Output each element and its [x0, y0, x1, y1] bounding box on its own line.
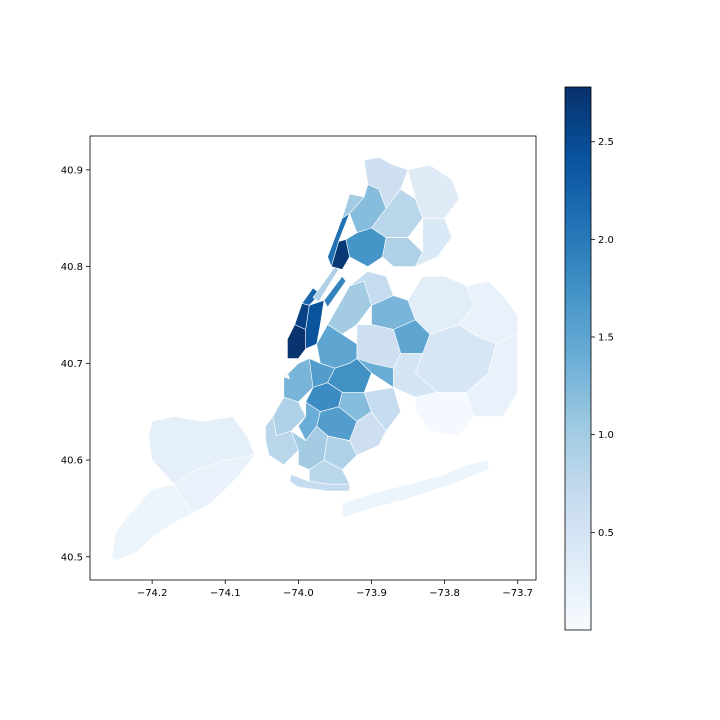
region-queens-jfk [415, 391, 475, 437]
region-bronx-east [371, 188, 424, 238]
y-tick-label: 40.9 [61, 165, 83, 176]
region-queens-woodhaven [393, 353, 438, 398]
x-tick-label: −74.1 [210, 588, 241, 599]
map-regions [111, 156, 519, 562]
colorbar-tick-label: 2.5 [598, 137, 614, 148]
y-tick-label: 40.8 [61, 262, 83, 273]
map-frame [89, 135, 537, 581]
y-axis-ticks: 40.5 40.6 40.7 40.8 40.9 [61, 165, 90, 563]
region-coney-island [289, 474, 350, 492]
region-staten-island-mid [173, 454, 256, 514]
region-washington-heights [327, 212, 351, 268]
x-tick-label: −74.2 [137, 588, 168, 599]
x-tick-label: −74.0 [283, 588, 314, 599]
x-tick-label: −73.9 [356, 588, 387, 599]
colorbar-gradient [565, 87, 591, 630]
x-tick-label: −73.8 [429, 588, 460, 599]
region-central-park [312, 266, 339, 302]
region-manhattan-upper-e [323, 275, 347, 308]
region-brooklyn-bushwick [356, 358, 394, 389]
colorbar-ticks: 0.5 1.0 1.5 2.0 2.5 [591, 137, 614, 539]
region-brooklyn-east-ny [363, 387, 402, 432]
colorbar-frame [564, 86, 592, 631]
colorbar-tick-label: 2.0 [598, 235, 614, 246]
region-brooklyn-midwood [323, 435, 358, 471]
x-axis-ticks: −74.2 −74.1 −74.0 −73.9 −73.8 −73.7 [137, 580, 533, 599]
x-tick-label: −73.7 [502, 588, 533, 599]
region-brooklyn-canarsie [349, 411, 387, 456]
region-bronx-pelham [414, 217, 453, 268]
colorbar-tick-label: 1.0 [598, 430, 614, 441]
y-tick-label: 40.6 [61, 456, 83, 467]
region-rockaway [341, 459, 489, 519]
region-bronx-ne [407, 164, 460, 219]
map-axes: −74.2 −74.1 −74.0 −73.9 −73.8 −73.7 40.540.64… [61, 135, 537, 599]
colorbar-tick-label: 0.5 [598, 528, 614, 539]
y-tick-label: 40.7 [61, 359, 83, 370]
region-governors-island [281, 368, 291, 380]
colorbar-tick-label: 1.5 [598, 333, 614, 344]
y-tick-label: 40.5 [61, 552, 83, 563]
colorbar: 0.5 1.0 1.5 2.0 2.5 [564, 86, 614, 631]
